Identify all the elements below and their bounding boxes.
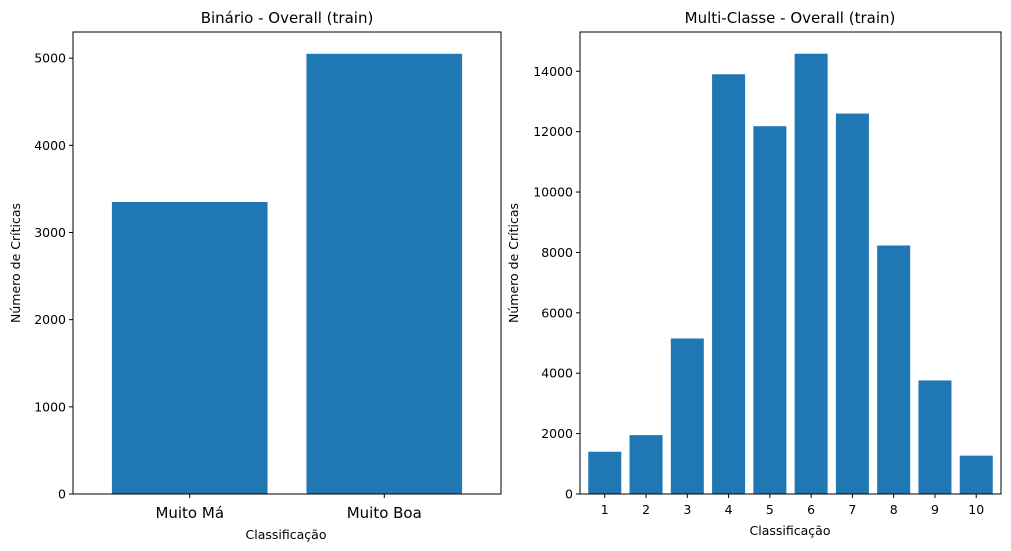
multiclass-plot-frame xyxy=(579,31,1002,495)
binary-x-axis-label: Classificação xyxy=(246,527,327,542)
multiclass-bar-3 xyxy=(670,338,704,494)
multiclass-bar-6 xyxy=(794,53,828,494)
multiclass-y-tick-label: 12000 xyxy=(533,124,573,139)
multiclass-y-tick-label: 4000 xyxy=(541,366,573,381)
multiclass-x-tick-label: 9 xyxy=(931,502,939,517)
multiclass-bar-9 xyxy=(918,380,952,494)
multiclass-bar-10 xyxy=(959,455,993,494)
binary-y-tick-label: 0 xyxy=(58,487,66,502)
multiclass-chart: Multi-Classe - Overall (train) 0 2000 4000… xyxy=(506,9,1002,538)
multiclass-x-tick-label: 8 xyxy=(890,502,898,517)
multiclass-x-tick-label: 3 xyxy=(683,502,691,517)
multiclass-y-tick-label: 6000 xyxy=(541,305,573,320)
multiclass-bar-4 xyxy=(712,74,746,495)
binary-chart-title: Binário - Overall (train) xyxy=(201,9,374,27)
multiclass-y-tick-label: 10000 xyxy=(533,185,573,200)
binary-x-tick-label: Muito Má xyxy=(155,504,224,522)
binary-y-tick-label: 5000 xyxy=(34,51,66,66)
binary-y-tick-label: 4000 xyxy=(34,138,66,153)
multiclass-bar-1 xyxy=(588,451,622,494)
binary-y-axis-label: Número de Críticas xyxy=(8,203,23,323)
multiclass-y-tick-label: 2000 xyxy=(541,426,573,441)
multiclass-y-tick-label: 8000 xyxy=(541,245,573,260)
multiclass-bar-7 xyxy=(835,113,869,494)
binary-plot-frame xyxy=(72,31,502,495)
multiclass-y-tick-label: 14000 xyxy=(533,64,573,79)
binary-y-tick-label: 3000 xyxy=(34,225,66,240)
multiclass-x-tick-label: 1 xyxy=(601,502,609,517)
binary-x-tick-label: Muito Boa xyxy=(347,504,422,522)
multiclass-y-axis-label: Número de Críticas xyxy=(506,203,521,323)
binary-y-tick-label: 2000 xyxy=(34,312,66,327)
multiclass-bar-5 xyxy=(753,126,787,494)
multiclass-bar-2 xyxy=(629,435,663,494)
multiclass-x-tick-label: 2 xyxy=(642,502,650,517)
multiclass-chart-title: Multi-Classe - Overall (train) xyxy=(685,9,896,27)
binary-bar-muito-má xyxy=(111,201,268,494)
multiclass-x-tick-label: 10 xyxy=(968,502,984,517)
multiclass-x-tick-label: 7 xyxy=(848,502,856,517)
multiclass-y-tick-label: 0 xyxy=(565,487,573,502)
multiclass-x-tick-label: 4 xyxy=(725,502,733,517)
multiclass-x-tick-label: 5 xyxy=(766,502,774,517)
binary-y-tick-label: 1000 xyxy=(34,399,66,414)
binary-chart: Binário - Overall (train) 0 1000 2000 3000 4… xyxy=(8,9,502,542)
multiclass-x-tick-label: 6 xyxy=(807,502,815,517)
multiclass-bar-8 xyxy=(877,245,911,494)
binary-bar-muito-boa xyxy=(306,53,463,495)
multiclass-x-axis-label: Classificação xyxy=(750,523,831,538)
